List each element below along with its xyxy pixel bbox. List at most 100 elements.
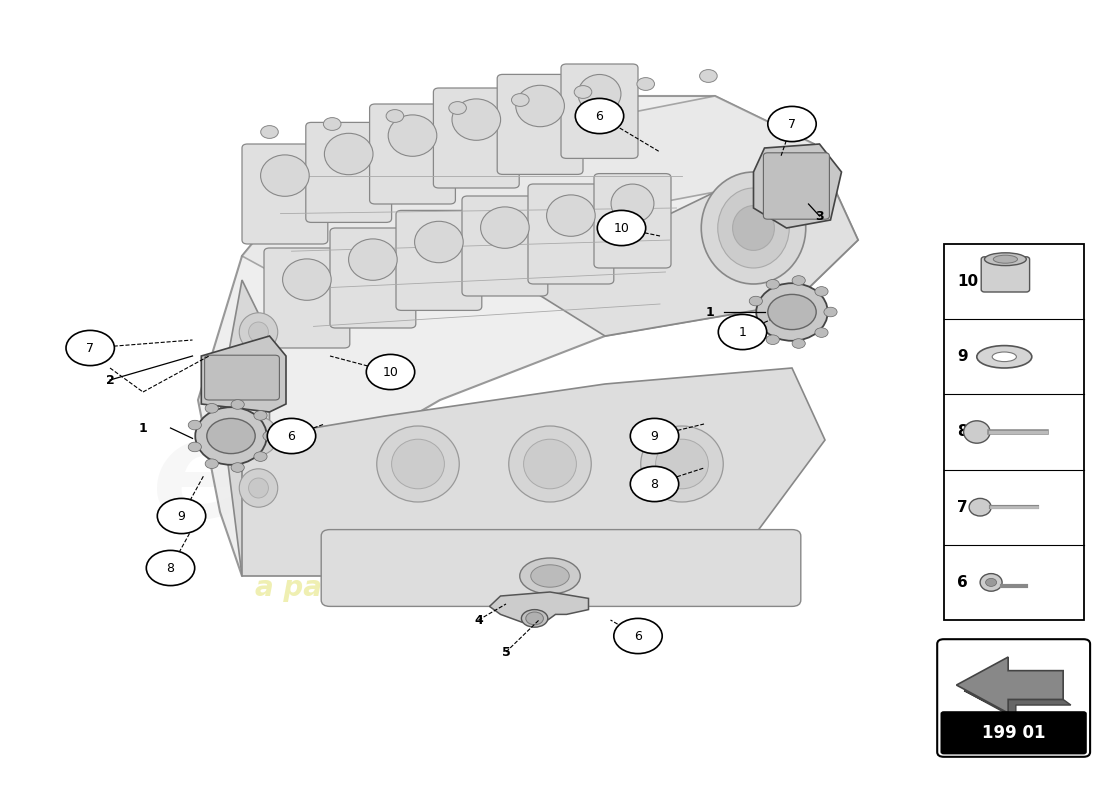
Text: 2: 2 <box>106 374 114 386</box>
Circle shape <box>815 286 828 296</box>
Ellipse shape <box>757 283 827 341</box>
Text: 9: 9 <box>650 430 659 442</box>
Text: 7: 7 <box>788 118 796 130</box>
Circle shape <box>792 276 805 286</box>
Circle shape <box>323 118 341 130</box>
Text: 9: 9 <box>957 350 968 364</box>
Circle shape <box>207 418 255 454</box>
Ellipse shape <box>240 417 277 455</box>
Ellipse shape <box>521 610 548 627</box>
Circle shape <box>267 418 316 454</box>
Text: a passion since 1985: a passion since 1985 <box>255 574 581 602</box>
Circle shape <box>261 126 278 138</box>
Circle shape <box>449 102 466 114</box>
Bar <box>944 244 1084 620</box>
Circle shape <box>254 452 267 462</box>
Circle shape <box>366 354 415 390</box>
Ellipse shape <box>992 352 1016 362</box>
Ellipse shape <box>376 426 460 502</box>
FancyBboxPatch shape <box>561 64 638 158</box>
FancyBboxPatch shape <box>937 639 1090 757</box>
Text: 7: 7 <box>86 342 95 354</box>
Text: 3: 3 <box>815 210 824 222</box>
Ellipse shape <box>579 74 620 114</box>
Ellipse shape <box>993 255 1018 263</box>
Polygon shape <box>490 592 588 622</box>
Ellipse shape <box>249 426 268 446</box>
Polygon shape <box>528 144 858 336</box>
Circle shape <box>205 403 218 413</box>
Text: 199 01: 199 01 <box>982 724 1045 742</box>
FancyBboxPatch shape <box>940 711 1087 754</box>
Circle shape <box>231 400 244 410</box>
Ellipse shape <box>524 439 576 489</box>
Ellipse shape <box>324 134 373 174</box>
Circle shape <box>597 210 646 246</box>
Text: 8: 8 <box>650 478 659 490</box>
Circle shape <box>614 618 662 654</box>
Ellipse shape <box>980 574 1002 591</box>
Circle shape <box>188 442 201 452</box>
Ellipse shape <box>733 206 774 250</box>
Circle shape <box>386 110 404 122</box>
Ellipse shape <box>240 313 277 351</box>
Ellipse shape <box>392 439 444 489</box>
Ellipse shape <box>656 439 708 489</box>
FancyBboxPatch shape <box>396 210 482 310</box>
Circle shape <box>766 335 779 345</box>
Text: 6: 6 <box>957 575 968 590</box>
FancyBboxPatch shape <box>462 196 548 296</box>
FancyBboxPatch shape <box>306 122 392 222</box>
FancyBboxPatch shape <box>242 144 328 244</box>
Text: 1: 1 <box>139 422 147 434</box>
Ellipse shape <box>547 195 595 236</box>
Ellipse shape <box>481 207 529 248</box>
Ellipse shape <box>718 188 790 268</box>
Ellipse shape <box>984 253 1026 266</box>
Circle shape <box>66 330 114 366</box>
Circle shape <box>718 314 767 350</box>
Ellipse shape <box>452 99 500 140</box>
Text: 6: 6 <box>287 430 296 442</box>
Text: 7: 7 <box>957 500 968 514</box>
Circle shape <box>630 466 679 502</box>
Polygon shape <box>964 690 1071 718</box>
Circle shape <box>768 106 816 142</box>
Ellipse shape <box>612 184 654 223</box>
Ellipse shape <box>519 558 581 594</box>
Polygon shape <box>242 96 814 304</box>
FancyBboxPatch shape <box>264 248 350 348</box>
Ellipse shape <box>283 259 331 300</box>
Text: 6: 6 <box>634 630 642 642</box>
Text: 4: 4 <box>474 614 483 626</box>
Circle shape <box>749 318 762 328</box>
Circle shape <box>630 418 679 454</box>
Ellipse shape <box>530 565 570 587</box>
Circle shape <box>574 86 592 98</box>
Ellipse shape <box>702 172 806 284</box>
FancyBboxPatch shape <box>370 104 455 204</box>
Polygon shape <box>220 280 270 576</box>
Circle shape <box>254 410 267 420</box>
Circle shape <box>575 98 624 134</box>
Text: euro: euro <box>152 413 508 547</box>
Text: 8: 8 <box>957 425 968 439</box>
FancyBboxPatch shape <box>321 530 801 606</box>
Text: 10: 10 <box>383 366 398 378</box>
Polygon shape <box>754 144 842 228</box>
Text: 9: 9 <box>177 510 186 522</box>
FancyBboxPatch shape <box>981 257 1030 292</box>
Bar <box>944 714 1084 752</box>
Circle shape <box>231 462 244 472</box>
Text: 8: 8 <box>166 562 175 574</box>
Ellipse shape <box>261 155 309 196</box>
FancyBboxPatch shape <box>594 174 671 268</box>
Text: 10: 10 <box>614 222 629 234</box>
Ellipse shape <box>516 86 564 126</box>
Circle shape <box>749 296 762 306</box>
Circle shape <box>768 294 816 330</box>
Circle shape <box>986 578 997 586</box>
Text: 5: 5 <box>502 646 510 658</box>
Ellipse shape <box>349 239 397 280</box>
Ellipse shape <box>977 346 1032 368</box>
